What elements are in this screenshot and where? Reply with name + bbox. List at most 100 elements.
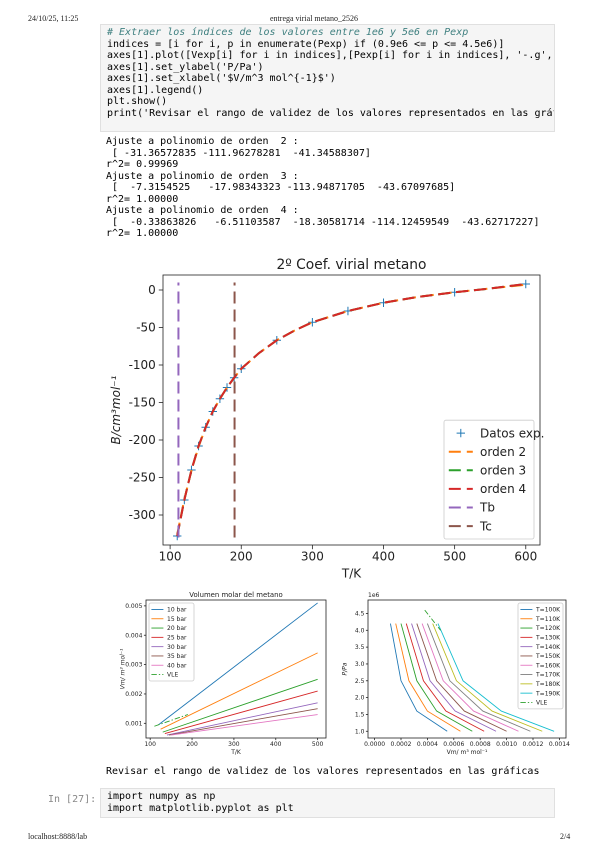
y-axis-label: Vm/ m³ mol⁻¹ <box>119 648 126 689</box>
legend-label: 40 bar <box>167 662 187 669</box>
legend-label: orden 3 <box>480 464 526 478</box>
y-tick-label: 1.5 <box>355 712 365 719</box>
x-axis-label: T/K <box>341 566 362 580</box>
legend-box <box>443 419 535 540</box>
output-line: Ajuste a polinomio de orden 3 : <box>106 170 299 182</box>
y-tick-label: 4.0 <box>355 627 365 634</box>
x-tick-label: 0.0010 <box>496 741 517 748</box>
output-line: Ajuste a polinomio de orden 4 : <box>106 205 299 216</box>
output-line: Ajuste a polinomio de orden 2 : <box>106 136 299 147</box>
code-line: plt.show() <box>107 96 168 107</box>
series-line <box>395 623 461 732</box>
output-line: [ -0.33863826 -6.51103587 -18.30581714 -… <box>106 216 540 228</box>
legend-label: 15 bar <box>167 616 187 623</box>
legend-label: 35 bar <box>167 653 187 660</box>
axes-frame <box>145 599 327 739</box>
y-axis-label: B/cm³mol⁻¹ <box>109 375 123 444</box>
y-tick-label: -50 <box>136 321 156 335</box>
series-line <box>426 623 531 732</box>
x-tick-label: 200 <box>186 741 198 748</box>
series-line <box>411 623 497 732</box>
x-axis-label: T/K <box>230 749 242 756</box>
code-line: indices = [i for i, p in enumerate(Pexp)… <box>107 38 505 50</box>
y-tick-label: -150 <box>129 396 156 410</box>
x-tick-label: 0.0004 <box>417 741 438 748</box>
markdown-text: Revisar el rango de validez de los valor… <box>106 766 540 777</box>
y-tick-label: 0.001 <box>125 720 142 727</box>
y-axis-label: P/Pa <box>341 662 348 675</box>
code-line: axes[1].plot([Vexp[i] for i in indices],… <box>107 50 555 61</box>
code-line: import matplotlib.pyplot as plt <box>107 802 294 814</box>
y-tick-label: 0.003 <box>125 662 142 669</box>
output-line: [ -31.36572835 -111.96278281 -41.3458830… <box>106 147 371 159</box>
y-tick-label: 3.0 <box>355 661 365 668</box>
cell-output: Ajuste a polinomio de orden 2 : [ -31.36… <box>106 136 539 240</box>
y-tick-label: 4.5 <box>355 611 365 618</box>
legend-label: Tb <box>479 501 495 515</box>
legend: 10 bar 15 bar 20 bar 25 bar 30 bar 35 bar 40 b… <box>148 602 195 682</box>
series-line <box>437 623 555 732</box>
code-line: axes[1].set_xlabel('$V/m^3 mol^{-1}$') <box>107 73 336 84</box>
series-line <box>400 623 473 732</box>
x-tick-label: 200 <box>230 550 253 564</box>
code-line: print('Revisar el rango de validez de lo… <box>107 107 555 119</box>
legend-label: Tc <box>479 519 492 533</box>
legend: Datos exp. orden 2 orden 3 orden 4 Tb Tc <box>443 419 544 540</box>
x-tick-label: 300 <box>228 741 240 748</box>
legend-label: T=190K <box>535 690 561 697</box>
x-tick-label: 500 <box>443 550 466 564</box>
print-datetime: 24/10/25, 11:25 <box>28 14 79 23</box>
code-cell[interactable]: # Extraer los índices de los valores ent… <box>100 24 555 132</box>
y-tick-label: 0.005 <box>125 603 142 610</box>
x-tick-label: 100 <box>144 741 156 748</box>
x-tick-label: 300 <box>301 550 324 564</box>
x-tick-label: 0.0000 <box>364 741 385 748</box>
data-point <box>222 383 232 392</box>
code-line: axes[1].set_ylabel('P/Pa') <box>107 61 264 73</box>
legend-label: T=180K <box>535 681 561 688</box>
series-line <box>154 714 189 727</box>
legend-label: orden 4 <box>480 482 526 496</box>
y-tick-label: 3.5 <box>355 644 365 651</box>
print-page: 2/4 <box>560 832 571 841</box>
legend-box <box>148 602 195 682</box>
y-tick-label: 2.5 <box>355 678 365 685</box>
output-line: [ -7.3154525 -17.98343323 -113.94871705 … <box>106 182 456 193</box>
x-tick-label: 400 <box>270 741 282 748</box>
molar-volume-chart: 100 200 300 400 500 0.001 0.002 0.003 0.004 0.005… <box>119 591 327 756</box>
legend-label: 25 bar <box>167 634 187 641</box>
x-tick-label: 0.0008 <box>470 741 491 748</box>
y-tick-label: 1.0 <box>355 728 365 735</box>
axes-frame <box>367 599 567 739</box>
y-offset-label: 1e6 <box>368 592 380 599</box>
output-line: r^2= 1.00000 <box>106 228 179 239</box>
legend-label: VLE <box>167 672 178 679</box>
x-axis-label: Vm/ m³ mol⁻¹ <box>447 749 488 756</box>
y-tick-label: -250 <box>129 471 156 485</box>
y-tick-label: -200 <box>129 433 156 447</box>
chart-title: Volumen molar del metano <box>189 591 282 599</box>
series-line <box>158 602 318 726</box>
x-tick-label: 0.0012 <box>523 741 544 748</box>
code-cell[interactable]: import numpy as np import matplotlib.pypl… <box>100 788 555 818</box>
x-tick-label: 500 <box>312 741 324 748</box>
series-line <box>164 690 318 735</box>
y-tick-label: -300 <box>129 508 156 522</box>
y-tick-label: 0.002 <box>125 691 142 698</box>
code-line: axes[1].legend() <box>107 84 204 96</box>
x-tick-label: 0.0006 <box>443 741 464 748</box>
print-url: localhost:8888/lab <box>28 832 88 841</box>
legend-marker <box>456 428 465 438</box>
code-line: # Extraer los índices de los valores ent… <box>107 27 469 38</box>
code-line: import numpy as np <box>107 791 216 802</box>
x-tick-label: 400 <box>372 550 395 564</box>
series-line <box>162 678 318 733</box>
series-line <box>166 702 318 736</box>
cell-prompt: In [27]: <box>48 794 97 805</box>
legend-label: T=100K <box>535 607 561 614</box>
series-line <box>160 652 318 730</box>
legend-label: 30 bar <box>167 644 187 651</box>
legend-label: T=170K <box>535 672 561 679</box>
data-point <box>308 318 317 327</box>
